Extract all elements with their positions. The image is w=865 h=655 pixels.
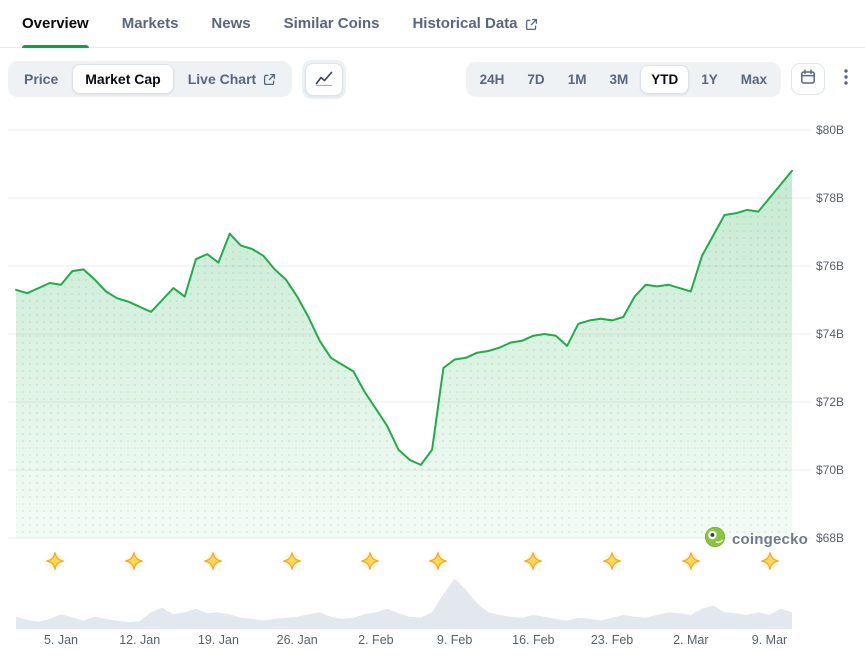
gold-sparkle-icon[interactable] [124, 551, 144, 571]
live-chart-label: Live Chart [187, 71, 257, 87]
chart-event-markers-row [0, 551, 865, 573]
range-max-button[interactable]: Max [730, 65, 778, 94]
volume-chart[interactable] [0, 565, 865, 631]
range-1y-button[interactable]: 1Y [690, 65, 729, 94]
y-axis-label: $80B [816, 123, 845, 137]
x-axis-label: 12. Jan [119, 633, 161, 647]
line-chart-icon [315, 70, 333, 89]
range-24h-label: 24H [479, 71, 505, 87]
x-axis-label: 23. Feb [590, 633, 634, 647]
tab-overview[interactable]: Overview [22, 0, 89, 48]
chart-style-switch [302, 59, 347, 99]
coingecko-gecko-icon [704, 526, 726, 553]
tab-markets[interactable]: Markets [122, 0, 179, 47]
x-axis-label: 19. Jan [197, 633, 239, 647]
range-1m-label: 1M [567, 71, 587, 87]
range-24h-button[interactable]: 24H [469, 65, 516, 94]
tab-similar-coins[interactable]: Similar Coins [284, 0, 380, 47]
range-3m-label: 3M [609, 71, 629, 87]
market-cap-line-chart-svg[interactable] [0, 110, 865, 555]
range-7d-button[interactable]: 7D [516, 65, 555, 94]
range-ytd-button[interactable]: YTD [640, 64, 690, 94]
gold-sparkle-icon[interactable] [681, 551, 701, 571]
section-tabbar: Overview Markets News Similar Coins Hist… [0, 0, 865, 48]
gold-sparkle-icon[interactable] [760, 551, 780, 571]
coingecko-watermark-label: coingecko [732, 531, 808, 548]
more-options-button[interactable] [835, 63, 857, 95]
market-cap-chart[interactable] [0, 110, 865, 555]
gold-sparkle-icon[interactable] [602, 551, 622, 571]
x-axis-label: 5. Jan [43, 633, 79, 647]
range-1y-label: 1Y [701, 71, 718, 87]
y-axis-label: $76B [816, 259, 845, 273]
chart-type-switch: Price Market Cap Live Chart [8, 61, 293, 97]
chart-type-marketcap-label: Market Cap [85, 71, 161, 87]
range-3m-button[interactable]: 3M [598, 65, 639, 94]
y-axis-label: $74B [816, 327, 845, 341]
chart-type-price-button[interactable]: Price [11, 64, 71, 94]
volume-area-svg [16, 578, 792, 629]
y-axis-label: $70B [816, 463, 845, 477]
tab-historical-data[interactable]: Historical Data [412, 0, 537, 47]
gold-sparkle-icon[interactable] [282, 551, 302, 571]
tab-historical-data-label: Historical Data [412, 15, 518, 32]
external-link-icon [525, 18, 538, 31]
x-axis-label: 2. Mar [673, 633, 709, 647]
range-ytd-label: YTD [651, 71, 679, 87]
chart-type-marketcap-button[interactable]: Market Cap [72, 64, 174, 94]
tab-markets-label: Markets [121, 15, 179, 32]
tab-news-label: News [211, 15, 251, 32]
kebab-menu-icon [844, 68, 848, 90]
tab-similar-coins-label: Similar Coins [283, 15, 380, 32]
range-7d-label: 7D [527, 71, 545, 87]
x-axis-label: 26. Jan [276, 633, 318, 647]
tab-overview-label: Overview [22, 15, 89, 32]
gold-sparkle-icon[interactable] [428, 551, 448, 571]
calendar-icon [800, 68, 816, 90]
external-link-icon [263, 73, 276, 86]
chart-type-price-label: Price [24, 71, 59, 87]
gold-sparkle-icon[interactable] [523, 551, 543, 571]
x-axis-label: 9. Mar [751, 633, 788, 647]
x-axis-label: 9. Feb [436, 633, 473, 647]
y-axis-label: $68B [816, 531, 845, 545]
tab-news[interactable]: News [211, 0, 250, 47]
live-chart-link[interactable]: Live Chart [175, 64, 289, 94]
range-max-label: Max [740, 71, 767, 87]
gold-sparkle-icon[interactable] [45, 551, 65, 571]
x-axis-label: 2. Feb [358, 633, 394, 647]
time-range-switch: 24H 7D 1M 3M YTD 1Y Max [465, 61, 781, 97]
x-axis: 5. Jan 12. Jan 19. Jan 26. Jan 2. Feb 9. Feb 1… [0, 633, 865, 651]
calendar-button[interactable] [791, 63, 825, 95]
y-axis-label: $78B [816, 191, 845, 205]
x-axis-label: 16. Feb [512, 633, 555, 647]
y-axis-label: $72B [816, 395, 845, 409]
range-1m-button[interactable]: 1M [557, 65, 598, 94]
line-chart-style-button[interactable] [305, 62, 344, 96]
gold-sparkle-icon[interactable] [360, 551, 380, 571]
gold-sparkle-icon[interactable] [203, 551, 223, 571]
coingecko-watermark: coingecko [704, 526, 808, 553]
chart-toolbar: Price Market Cap Live Chart [8, 59, 857, 99]
